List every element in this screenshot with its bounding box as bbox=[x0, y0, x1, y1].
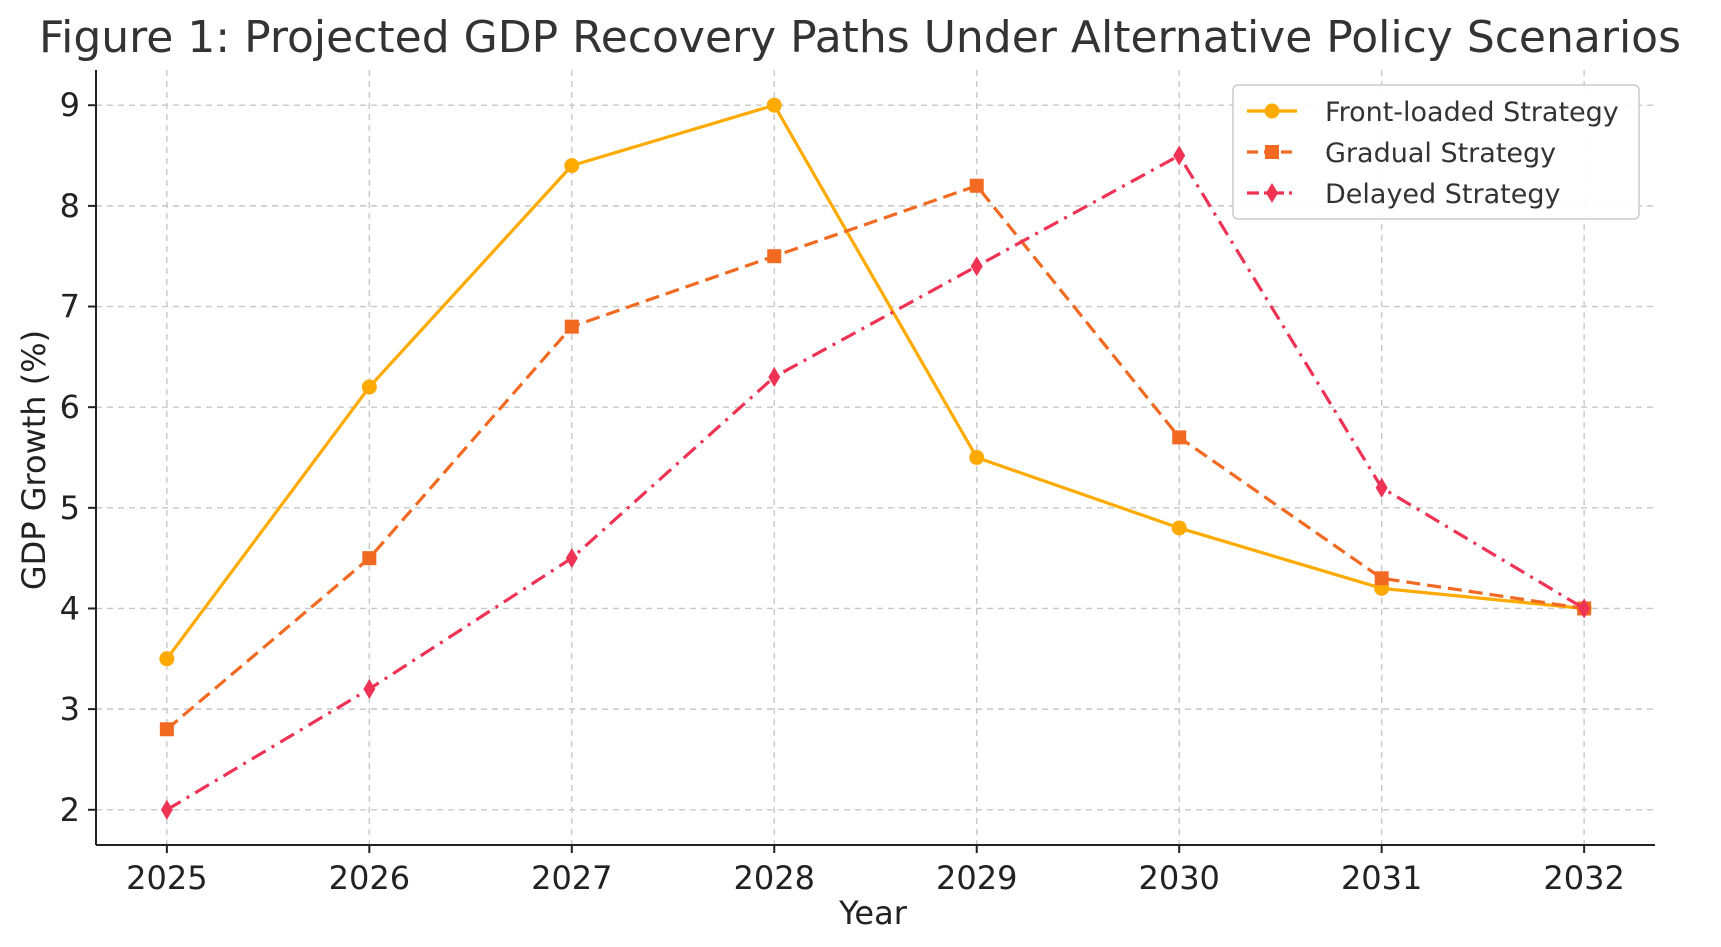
x-axis-label: Year bbox=[838, 894, 908, 932]
data-point bbox=[1375, 477, 1388, 498]
x-tick-label: 2030 bbox=[1138, 859, 1219, 897]
y-tick-label: 7 bbox=[60, 288, 80, 326]
legend-entry: Delayed Strategy bbox=[1247, 179, 1560, 210]
data-point bbox=[1172, 430, 1187, 445]
data-point bbox=[969, 450, 985, 465]
data-point bbox=[1578, 598, 1591, 619]
legend-label: Gradual Strategy bbox=[1325, 138, 1556, 169]
x-tick-label: 2032 bbox=[1543, 859, 1624, 897]
series-line bbox=[166, 153, 1585, 812]
y-tick-label: 6 bbox=[60, 388, 80, 426]
data-point bbox=[362, 551, 377, 566]
data-point bbox=[1171, 520, 1187, 536]
legend: Front-loaded Strategy Gradual Strategy Del… bbox=[1232, 84, 1640, 220]
series-2 bbox=[159, 178, 1592, 737]
data-point bbox=[159, 651, 175, 667]
series-group bbox=[159, 97, 1592, 820]
legend-label: Delayed Strategy bbox=[1325, 179, 1560, 210]
y-axis-label: GDP Growth (%) bbox=[15, 330, 53, 590]
axes bbox=[88, 70, 1655, 853]
data-point bbox=[969, 178, 984, 193]
x-tick-label: 2026 bbox=[329, 859, 410, 897]
y-tick-label: 8 bbox=[60, 187, 80, 225]
y-tick-label: 9 bbox=[60, 86, 80, 124]
data-point bbox=[1374, 571, 1389, 586]
legend-box bbox=[1232, 84, 1640, 220]
data-point bbox=[361, 379, 377, 395]
y-tick-label: 5 bbox=[60, 489, 80, 527]
y-tick-label: 2 bbox=[60, 791, 80, 829]
chart-title: Figure 1: Projected GDP Recovery Paths U… bbox=[39, 12, 1681, 63]
series-3 bbox=[160, 145, 1591, 820]
data-point bbox=[565, 548, 578, 569]
x-tick-label: 2028 bbox=[734, 859, 815, 897]
legend-entry: Front-loaded Strategy bbox=[1247, 97, 1619, 128]
legend-label: Front-loaded Strategy bbox=[1325, 97, 1619, 128]
legend-swatch-marker bbox=[1264, 103, 1280, 119]
data-point bbox=[160, 799, 173, 820]
data-point bbox=[767, 249, 782, 264]
x-tick-label: 2031 bbox=[1341, 859, 1422, 897]
legend-swatch-marker bbox=[1266, 183, 1278, 203]
legend-swatch-marker bbox=[1265, 145, 1279, 159]
data-point bbox=[970, 256, 983, 277]
data-point bbox=[1173, 145, 1186, 166]
data-point bbox=[159, 722, 174, 737]
y-tick-label: 4 bbox=[60, 589, 80, 627]
data-point bbox=[766, 97, 782, 113]
x-tick-label: 2029 bbox=[936, 859, 1017, 897]
tick-labels: 2025 2026 2027 2028 2029 2030 2031 2032 2 3 4 5 6 7 8 9 bbox=[60, 86, 1625, 897]
x-tick-label: 2025 bbox=[126, 859, 207, 897]
data-point bbox=[564, 319, 579, 334]
legend-entry: Gradual Strategy bbox=[1247, 138, 1556, 169]
series-line bbox=[165, 103, 1585, 660]
data-point bbox=[768, 366, 781, 387]
x-tick-label: 2027 bbox=[531, 859, 612, 897]
data-point bbox=[564, 158, 580, 174]
y-tick-label: 3 bbox=[60, 690, 80, 728]
data-point bbox=[363, 678, 376, 699]
series-line bbox=[165, 184, 1585, 731]
